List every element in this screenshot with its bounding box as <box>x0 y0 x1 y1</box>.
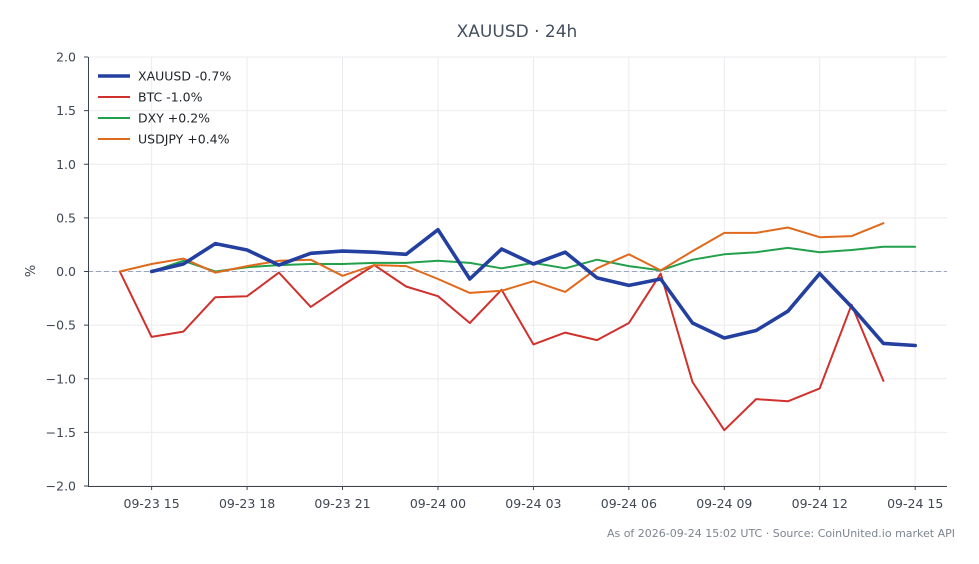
chart-title: XAUUSD · 24h <box>457 22 578 42</box>
y-tick-label: 1.5 <box>56 103 76 118</box>
y-tick-label: −0.5 <box>46 318 76 333</box>
y-axis-ticks: −2.0 −1.5 −1.0 −0.5 0.0 0.5 1.0 1.5 2.0 <box>46 50 88 494</box>
x-axis-ticks: 09-23 15 09-23 18 09-23 21 09-24 00 09-24 03… <box>124 486 943 511</box>
y-tick-label: −2.0 <box>46 479 76 494</box>
x-tick-label: 09-23 18 <box>219 496 275 511</box>
x-tick-label: 09-24 00 <box>410 496 466 511</box>
legend-label: XAUUSD -0.7% <box>138 69 231 84</box>
series-line-2 <box>118 264 885 432</box>
x-tick-label: 09-24 09 <box>696 496 752 511</box>
legend-label: BTC -1.0% <box>138 90 203 105</box>
x-tick-label: 09-24 12 <box>792 496 848 511</box>
series-line-1 <box>149 227 918 348</box>
legend: XAUUSD -0.7% BTC -1.0% DXY +0.2% USDJPY +0.… <box>98 69 231 147</box>
x-tick-label: 09-24 15 <box>887 496 943 511</box>
y-tick-label: 0.5 <box>56 210 76 225</box>
y-tick-label: −1.5 <box>46 425 76 440</box>
y-tick-label: 0.0 <box>56 264 76 279</box>
y-axis-label: % <box>24 265 39 277</box>
x-tick-label: 09-24 03 <box>505 496 561 511</box>
legend-label: DXY +0.2% <box>138 111 210 126</box>
x-tick-label: 09-23 15 <box>124 496 180 511</box>
y-tick-label: −1.0 <box>46 371 76 386</box>
series-lines <box>118 222 918 432</box>
y-tick-label: 2.0 <box>56 50 76 65</box>
legend-label: USDJPY +0.4% <box>138 132 230 147</box>
source-footer: As of 2026-09-24 15:02 UTC · Source: Coi… <box>607 527 955 540</box>
y-tick-label: 1.0 <box>56 157 76 172</box>
x-tick-label: 09-24 06 <box>601 496 657 511</box>
x-tick-label: 09-23 21 <box>314 496 370 511</box>
series-line-4 <box>118 222 885 294</box>
